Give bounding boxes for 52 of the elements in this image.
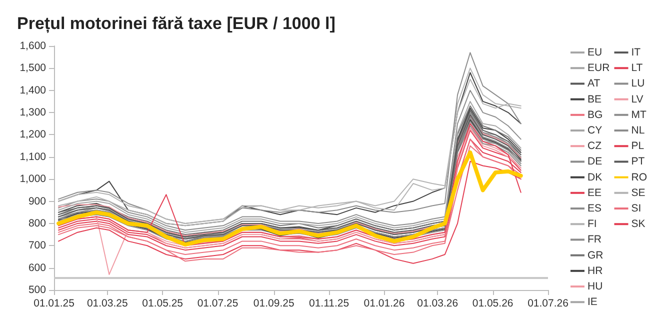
legend-label: AT xyxy=(587,78,601,90)
y-tick-label: 900 xyxy=(28,195,46,208)
y-tick-label: 1,600 xyxy=(20,40,46,52)
x-tick-label: 01.05.25 xyxy=(142,298,184,310)
legend-label: BE xyxy=(587,93,602,106)
legend-label: LV xyxy=(631,93,644,106)
y-tick-label: 600 xyxy=(28,262,46,274)
y-tick-label: 1,400 xyxy=(20,84,46,96)
legend-label: HU xyxy=(587,280,603,292)
legend-label: RO xyxy=(631,171,647,184)
x-tick-label: 01.11.25 xyxy=(309,298,350,310)
legend-label: IE xyxy=(587,296,598,308)
y-tick-label: 700 xyxy=(28,240,46,252)
x-tick-label: 01.07.26 xyxy=(528,298,569,310)
legend-label: SK xyxy=(631,218,646,230)
y-tick-label: 500 xyxy=(28,284,46,296)
legend-label: MT xyxy=(631,108,647,121)
x-tick-label: 01.01.26 xyxy=(364,298,405,310)
legend-label: DK xyxy=(587,171,602,184)
legend-label: PT xyxy=(631,156,646,168)
y-tick-label: 1,500 xyxy=(20,62,46,74)
legend-label: DE xyxy=(587,156,602,168)
y-tick-label: 1,000 xyxy=(20,173,46,186)
legend-label: EUR xyxy=(587,62,610,74)
legend-label: BG xyxy=(587,108,603,121)
x-tick-label: 01.03.26 xyxy=(417,298,458,310)
x-tick-label: 01.01.25 xyxy=(34,298,75,310)
legend-label: GR xyxy=(587,249,604,262)
legend-label: CY xyxy=(587,124,602,136)
legend-label: PL xyxy=(631,140,644,152)
x-tick-label: 01.03.25 xyxy=(86,298,128,310)
legend-label: LT xyxy=(631,62,644,74)
chart-title: Prețul motorinei fără taxe [EUR / 1000 l] xyxy=(17,14,336,33)
legend-label: EE xyxy=(587,186,602,199)
x-tick-label: 01.05.26 xyxy=(472,298,514,310)
legend-label: NL xyxy=(631,124,645,136)
y-tick-label: 1,100 xyxy=(20,150,46,163)
legend-label: LU xyxy=(631,78,645,90)
legend-label: ES xyxy=(587,202,602,214)
y-tick-label: 800 xyxy=(28,217,46,230)
legend-label: EU xyxy=(587,46,602,58)
legend-label: IT xyxy=(631,46,642,58)
legend-label: SI xyxy=(631,202,642,214)
y-tick-label: 1,300 xyxy=(20,106,46,119)
x-tick-label: 01.07.25 xyxy=(197,298,238,310)
y-tick-label: 1,200 xyxy=(20,128,46,141)
legend-label: FR xyxy=(587,234,602,246)
x-tick-label: 01.09.25 xyxy=(253,298,294,310)
legend-label: HR xyxy=(587,264,604,277)
legend-label: CZ xyxy=(587,140,602,152)
legend-label: FI xyxy=(587,218,597,230)
legend-label: SE xyxy=(631,186,646,199)
